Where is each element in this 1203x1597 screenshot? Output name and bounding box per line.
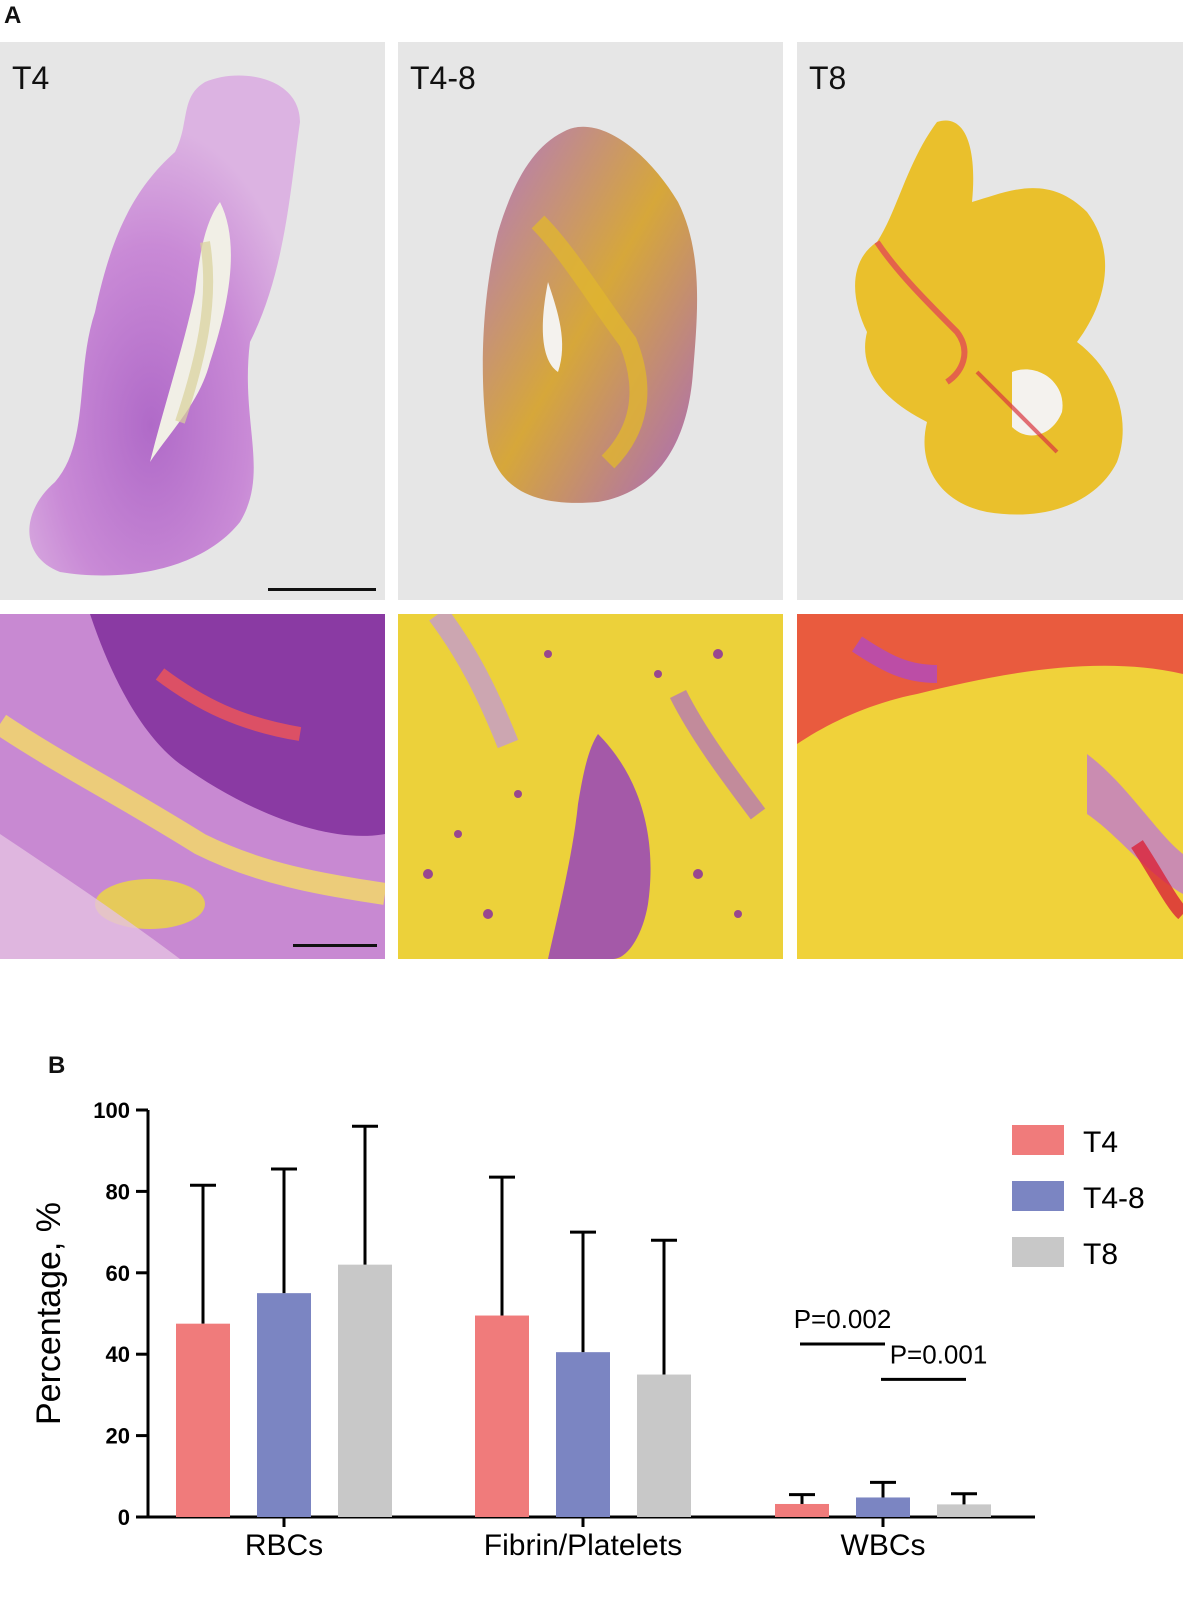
x-category-label: RBCs — [245, 1529, 323, 1562]
t4-8-overview-image — [482, 126, 698, 503]
bar-t8-0 — [338, 1264, 392, 1517]
legend-swatch-t4-8 — [1012, 1181, 1064, 1211]
t4-detail-image — [0, 614, 385, 959]
legend-label: T4 — [1083, 1126, 1118, 1159]
x-category-label: WBCs — [841, 1529, 926, 1562]
tile-label-t4: T4 — [12, 60, 50, 96]
tile-label-t8: T8 — [809, 60, 847, 96]
x-category-label: Fibrin/Platelets — [484, 1529, 682, 1562]
legend-label: T4-8 — [1083, 1182, 1145, 1215]
tissue-tile-t4-8-overview: T4-8 — [398, 42, 783, 600]
bar-t8-1 — [637, 1374, 691, 1517]
tissue-tile-t8-overview: T8 — [797, 42, 1183, 600]
tissue-tile-t8-detail — [797, 614, 1183, 959]
panel-b-letter: B — [48, 1052, 66, 1079]
p-value-label: P=0.001 — [890, 1339, 988, 1369]
tissue-tile-t4-overview: T4 — [0, 42, 385, 600]
scale-bar — [268, 588, 376, 591]
scale-bar-detail — [293, 944, 377, 947]
tile-label-t4-8: T4-8 — [410, 60, 476, 96]
bar-t4-2 — [775, 1503, 829, 1517]
legend-swatch-t4 — [1012, 1125, 1064, 1155]
bar-t4-8-2 — [856, 1497, 910, 1517]
t4-8-detail-image — [398, 614, 783, 959]
tissue-tile-t4-detail — [0, 614, 385, 959]
bar-t4-1 — [475, 1315, 529, 1517]
bar-chart: 0 20 40 60 80 100 Percentage, % RBCs Fibrin/Plat… — [30, 1098, 1145, 1562]
y-tick-label: 80 — [106, 1179, 130, 1204]
bar-t4-8-0 — [257, 1293, 311, 1517]
y-tick-label: 0 — [118, 1505, 130, 1530]
t4-overview-image — [29, 75, 301, 576]
panel-a-letter: A — [4, 2, 22, 29]
y-tick-label: 40 — [106, 1342, 130, 1367]
y-tick-label: 20 — [106, 1424, 130, 1449]
legend-swatch-t8 — [1012, 1237, 1064, 1267]
tissue-tile-t4-8-detail — [398, 614, 783, 959]
y-axis-label: Percentage, % — [30, 1202, 68, 1425]
t8-detail-image — [797, 614, 1183, 959]
t8-overview-image — [855, 120, 1123, 515]
legend-label: T8 — [1083, 1238, 1118, 1271]
bar-t4-0 — [176, 1323, 230, 1517]
y-tick-label: 100 — [93, 1098, 130, 1123]
p-value-label: P=0.002 — [794, 1304, 892, 1334]
bar-t4-8-1 — [556, 1352, 610, 1517]
bar-t8-2 — [937, 1504, 991, 1517]
y-tick-label: 60 — [106, 1261, 130, 1286]
